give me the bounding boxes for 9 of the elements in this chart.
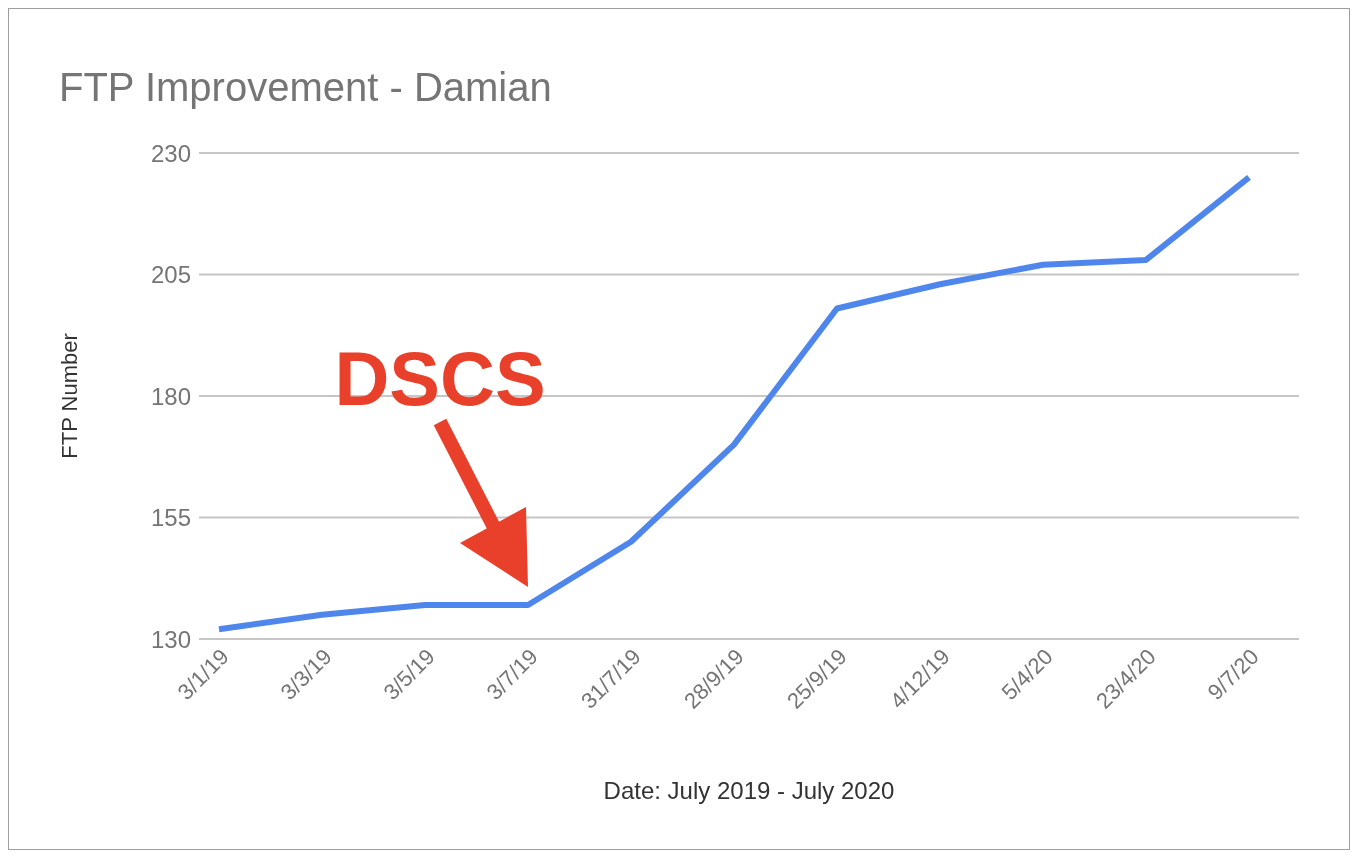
y-axis-title: FTP Number [56,333,82,459]
y-tick-label: 180 [150,382,191,410]
x-axis-title: Date: July 2019 - July 2020 [603,777,895,804]
annotation: DSCS [334,335,546,421]
y-tick-label: 155 [150,504,191,532]
y-tick-label: 205 [150,261,191,289]
y-tick-label: 130 [150,625,191,653]
y-tick-label: 230 [150,139,191,167]
chart-title: FTP Improvement - Damian [59,65,552,110]
